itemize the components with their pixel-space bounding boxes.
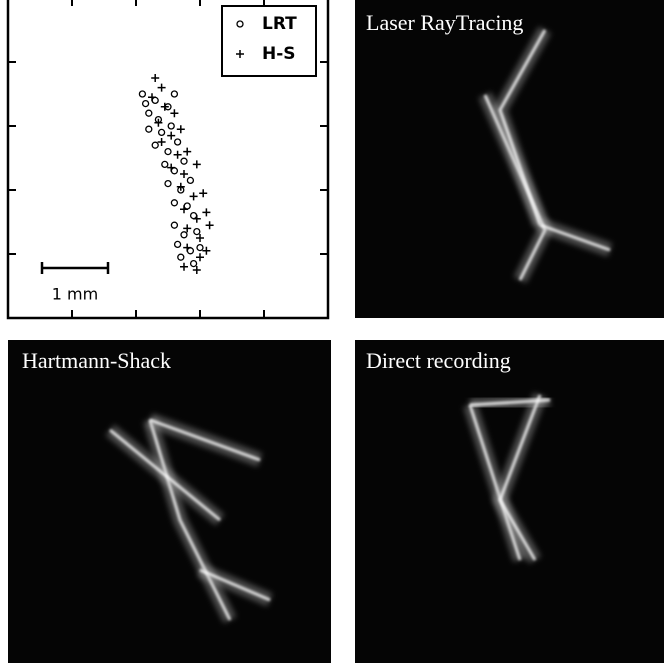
legend-label: H-S bbox=[262, 44, 296, 64]
image-panel bbox=[355, 340, 664, 663]
page: {"chart_data": {"type": "scatter", "xlim… bbox=[0, 0, 664, 663]
panel-label: Hartmann-Shack bbox=[22, 348, 171, 373]
legend-label: LRT bbox=[262, 14, 297, 34]
panel-label: Laser RayTracing bbox=[366, 10, 523, 35]
panel-label: Direct recording bbox=[366, 348, 511, 373]
scale-bar-label: 1 mm bbox=[52, 285, 98, 304]
figure: 1 mm Laser RayTracing Hartmann-Shack Dir… bbox=[0, 0, 664, 663]
